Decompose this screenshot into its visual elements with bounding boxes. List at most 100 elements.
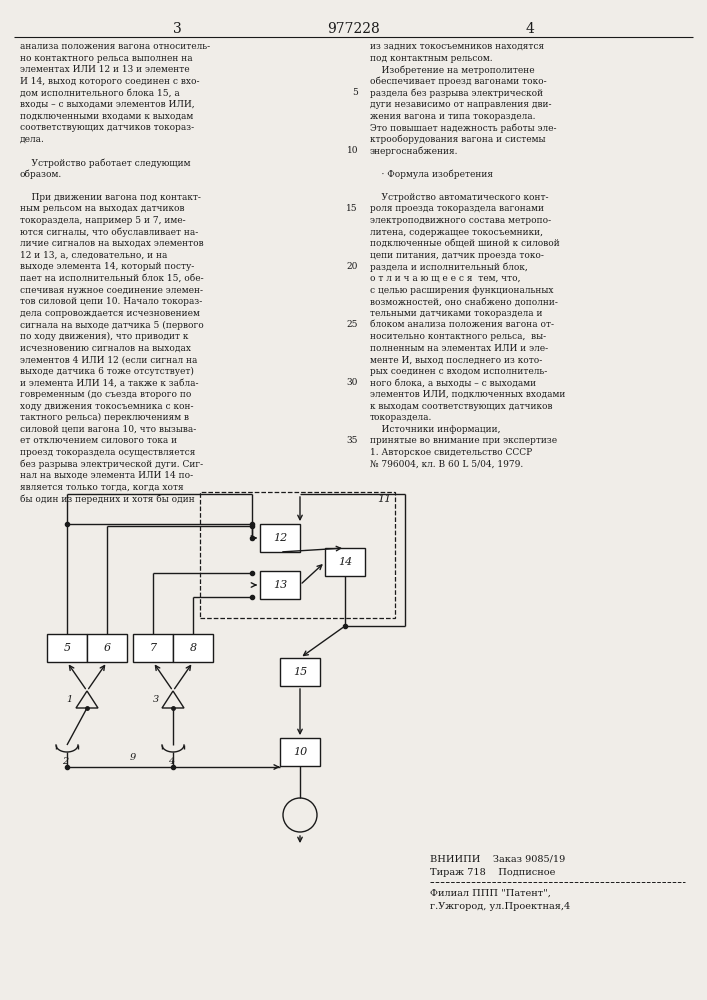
Text: 25: 25 (346, 320, 358, 329)
Text: носительно контактного рельса,  вы-: носительно контактного рельса, вы- (370, 332, 546, 341)
Bar (173, 634, 213, 662)
Text: 10: 10 (346, 146, 358, 155)
Bar (280, 658, 320, 686)
Text: Тираж 718    Подписное: Тираж 718 Подписное (430, 868, 556, 877)
Text: ет отключением силового тока и: ет отключением силового тока и (20, 436, 177, 445)
Text: под контактным рельсом.: под контактным рельсом. (370, 54, 493, 63)
Text: При движении вагона под контакт-: При движении вагона под контакт- (20, 193, 201, 202)
Text: блоком анализа положения вагона от-: блоком анализа положения вагона от- (370, 320, 554, 329)
Text: Изобретение на метрополитене: Изобретение на метрополитене (370, 65, 534, 75)
Text: 12 и 13, а, следовательно, и на: 12 и 13, а, следовательно, и на (20, 251, 168, 260)
Text: цепи питания, датчик проезда токо-: цепи питания, датчик проезда токо- (370, 251, 544, 260)
Text: 5: 5 (64, 643, 71, 653)
Bar (133, 634, 173, 662)
Text: возможностей, оно снабжено дополни-: возможностей, оно снабжено дополни- (370, 297, 558, 306)
Text: бы один из передних и хотя бы один: бы один из передних и хотя бы один (20, 494, 194, 504)
Text: 35: 35 (346, 436, 358, 445)
Text: по ходу движения), что приводит к: по ходу движения), что приводит к (20, 332, 188, 341)
Text: Устройство автоматического конт-: Устройство автоматического конт- (370, 193, 549, 202)
Text: дела сопровождается исчезновением: дела сопровождается исчезновением (20, 309, 200, 318)
Text: ВНИИПИ    Заказ 9085/19: ВНИИПИ Заказ 9085/19 (430, 855, 566, 864)
Text: 3: 3 (173, 22, 182, 36)
Text: выходе элемента 14, который посту-: выходе элемента 14, который посту- (20, 262, 194, 271)
Text: менте И, выход последнего из кото-: менте И, выход последнего из кото- (370, 355, 542, 364)
Text: ктрооборудования вагона и системы: ктрооборудования вагона и системы (370, 135, 546, 144)
Text: токораздела.: токораздела. (370, 413, 433, 422)
Text: 13: 13 (273, 580, 287, 590)
Text: ходу движения токосъемника с кон-: ходу движения токосъемника с кон- (20, 402, 194, 411)
Text: с целью расширения функциональных: с целью расширения функциональных (370, 286, 554, 295)
Text: анализа положения вагона относитель-: анализа положения вагона относитель- (20, 42, 210, 51)
Text: образом.: образом. (20, 170, 62, 179)
Text: 1. Авторское свидетельство СССР: 1. Авторское свидетельство СССР (370, 448, 532, 457)
Text: личие сигналов на выходах элементов: личие сигналов на выходах элементов (20, 239, 204, 248)
Text: подключенными входами к выходам: подключенными входами к выходам (20, 112, 193, 121)
Text: 30: 30 (346, 378, 358, 387)
Bar (260, 524, 300, 552)
Text: 4: 4 (168, 757, 174, 766)
Text: раздела без разрыва электрической: раздела без разрыва электрической (370, 88, 543, 98)
Text: 15: 15 (293, 667, 307, 677)
Text: жения вагона и типа токораздела.: жения вагона и типа токораздела. (370, 112, 535, 121)
Text: 12: 12 (273, 533, 287, 543)
Text: пает на исполнительный блок 15, обе-: пает на исполнительный блок 15, обе- (20, 274, 204, 283)
Text: исчезновению сигналов на выходах: исчезновению сигналов на выходах (20, 344, 191, 353)
Text: Филиал ППП "Патент",: Филиал ППП "Патент", (430, 889, 551, 898)
Text: к выходам соответствующих датчиков: к выходам соответствующих датчиков (370, 402, 552, 411)
Text: из задних токосъемников находятся: из задних токосъемников находятся (370, 42, 544, 51)
Text: без разрыва электрической дуги. Сиг-: без разрыва электрической дуги. Сиг- (20, 460, 203, 469)
Text: и элемента ИЛИ 14, а также к забла-: и элемента ИЛИ 14, а также к забла- (20, 378, 199, 387)
Text: элементов ИЛИ, подключенных входами: элементов ИЛИ, подключенных входами (370, 390, 566, 399)
Text: № 796004, кл. В 60 L 5/04, 1979.: № 796004, кл. В 60 L 5/04, 1979. (370, 460, 523, 469)
Text: Это повышает надежность работы эле-: Это повышает надежность работы эле- (370, 123, 556, 133)
Text: 20: 20 (346, 262, 358, 271)
Text: элементов 4 ИЛИ 12 (если сигнал на: элементов 4 ИЛИ 12 (если сигнал на (20, 355, 197, 364)
Text: 977228: 977228 (327, 22, 380, 36)
Text: дела.: дела. (20, 135, 45, 144)
Text: ным рельсом на выходах датчиков: ным рельсом на выходах датчиков (20, 204, 185, 213)
Text: роля проезда токораздела вагонами: роля проезда токораздела вагонами (370, 204, 544, 213)
Text: 3: 3 (153, 696, 159, 704)
Text: полненным на элементах ИЛИ и эле-: полненным на элементах ИЛИ и эле- (370, 344, 548, 353)
Bar (47, 634, 87, 662)
Text: г.Ужгород, ул.Проектная,4: г.Ужгород, ул.Проектная,4 (430, 902, 571, 911)
Text: 5: 5 (352, 88, 358, 97)
Text: 6: 6 (103, 643, 110, 653)
Text: принятые во внимание при экспертизе: принятые во внимание при экспертизе (370, 436, 557, 445)
Text: литена, содержащее токосъемники,: литена, содержащее токосъемники, (370, 228, 543, 237)
Text: элементах ИЛИ 12 и 13 и элементе: элементах ИЛИ 12 и 13 и элементе (20, 65, 189, 74)
Text: о т л и ч а ю щ е е с я  тем, что,: о т л и ч а ю щ е е с я тем, что, (370, 274, 520, 283)
Text: 9: 9 (130, 753, 136, 762)
Text: 10: 10 (293, 747, 307, 757)
Text: 4: 4 (525, 22, 534, 36)
Text: обеспечивает проезд вагонами токо-: обеспечивает проезд вагонами токо- (370, 77, 547, 86)
Text: спечивая нужное соединение элемен-: спечивая нужное соединение элемен- (20, 286, 203, 295)
Text: раздела и исполнительный блок,: раздела и исполнительный блок, (370, 262, 527, 272)
Text: но контактного рельса выполнен на: но контактного рельса выполнен на (20, 54, 192, 63)
Text: 2: 2 (62, 757, 68, 766)
Text: И 14, выход которого соединен с вхо-: И 14, выход которого соединен с вхо- (20, 77, 199, 86)
Text: 1: 1 (66, 696, 73, 704)
Text: энергоснабжения.: энергоснабжения. (370, 146, 459, 156)
Text: рых соединен с входом исполнитель-: рых соединен с входом исполнитель- (370, 367, 547, 376)
Text: является только тогда, когда хотя: является только тогда, когда хотя (20, 483, 184, 492)
Bar (260, 571, 300, 599)
Text: тов силовой цепи 10. Начало токораз-: тов силовой цепи 10. Начало токораз- (20, 297, 202, 306)
Text: Источники информации,: Источники информации, (370, 425, 501, 434)
Text: 11: 11 (377, 494, 391, 504)
Text: силовой цепи вагона 10, что вызыва-: силовой цепи вагона 10, что вызыва- (20, 425, 197, 434)
Text: дуги независимо от направления дви-: дуги независимо от направления дви- (370, 100, 551, 109)
Text: подключенные общей шиной к силовой: подключенные общей шиной к силовой (370, 239, 560, 248)
Bar (87, 634, 127, 662)
Text: 15: 15 (346, 204, 358, 213)
Bar (200, 492, 395, 618)
Text: тельными датчиками токораздела и: тельными датчиками токораздела и (370, 309, 542, 318)
Text: говременным (до съезда второго по: говременным (до съезда второго по (20, 390, 192, 399)
Text: 7: 7 (149, 643, 156, 653)
Text: 8: 8 (189, 643, 197, 653)
Text: электроподвижного состава метропо-: электроподвижного состава метропо- (370, 216, 551, 225)
Bar (325, 548, 365, 576)
Text: · Формула изобретения: · Формула изобретения (370, 170, 493, 179)
Text: выходе датчика 6 тоже отсутствует): выходе датчика 6 тоже отсутствует) (20, 367, 194, 376)
Text: входы – с выходами элементов ИЛИ,: входы – с выходами элементов ИЛИ, (20, 100, 194, 109)
